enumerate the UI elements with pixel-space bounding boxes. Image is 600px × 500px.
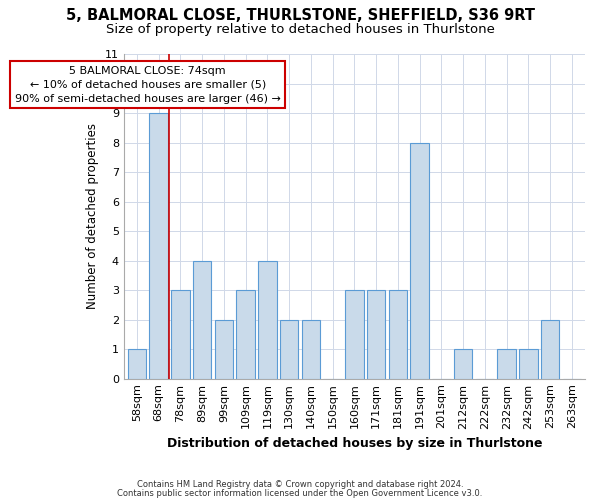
Bar [367, 290, 385, 378]
Bar [410, 142, 429, 378]
Bar [302, 320, 320, 378]
Text: Contains public sector information licensed under the Open Government Licence v3: Contains public sector information licen… [118, 489, 482, 498]
Bar [149, 113, 168, 378]
Bar [258, 260, 277, 378]
X-axis label: Distribution of detached houses by size in Thurlstone: Distribution of detached houses by size … [167, 437, 542, 450]
Bar [215, 320, 233, 378]
Bar [519, 349, 538, 378]
Bar [193, 260, 211, 378]
Bar [541, 320, 559, 378]
Bar [171, 290, 190, 378]
Text: Size of property relative to detached houses in Thurlstone: Size of property relative to detached ho… [106, 22, 494, 36]
Bar [128, 349, 146, 378]
Bar [280, 320, 298, 378]
Text: 5, BALMORAL CLOSE, THURLSTONE, SHEFFIELD, S36 9RT: 5, BALMORAL CLOSE, THURLSTONE, SHEFFIELD… [65, 8, 535, 22]
Text: 5 BALMORAL CLOSE: 74sqm
← 10% of detached houses are smaller (5)
90% of semi-det: 5 BALMORAL CLOSE: 74sqm ← 10% of detache… [15, 66, 281, 104]
Bar [345, 290, 364, 378]
Bar [454, 349, 472, 378]
Y-axis label: Number of detached properties: Number of detached properties [86, 124, 100, 310]
Bar [389, 290, 407, 378]
Text: Contains HM Land Registry data © Crown copyright and database right 2024.: Contains HM Land Registry data © Crown c… [137, 480, 463, 489]
Bar [497, 349, 516, 378]
Bar [236, 290, 255, 378]
